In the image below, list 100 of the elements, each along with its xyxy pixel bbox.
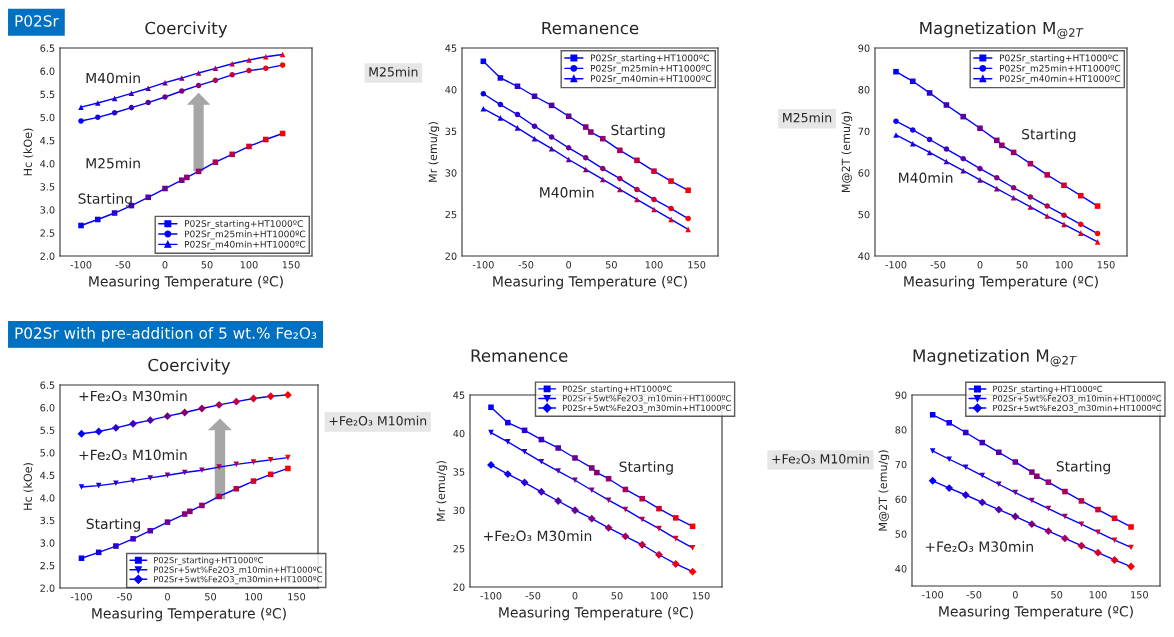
point xyxy=(184,174,190,181)
point xyxy=(999,142,1005,149)
y-tick-label: 50 xyxy=(858,210,870,219)
x-tick-label: 50 xyxy=(201,261,213,269)
x-tick-label: 150 xyxy=(692,592,710,600)
legend-label: P02Sr+5wt%Fe2O3_m30min+HT1000ºC xyxy=(154,575,323,585)
y-axis-title: Hc (kOe) xyxy=(23,463,34,510)
legend-label: P02Sr_starting+HT1000ºC xyxy=(993,385,1103,394)
y-tick-label: 45 xyxy=(453,391,465,399)
y-tick-label: 25 xyxy=(453,545,465,553)
legend-label: P02Sr_m40min+HT1000ºC xyxy=(590,75,712,84)
y-tick-label: 6.0 xyxy=(40,404,55,412)
annotation: Starting xyxy=(1022,128,1076,143)
legend-label: P02Sr+5wt%Fe2O3_m10min+HT1000ºC xyxy=(154,566,323,575)
x-tick-label: 50 xyxy=(1051,591,1063,599)
x-tick-label: 100 xyxy=(245,593,263,601)
annotation: M25min xyxy=(86,157,140,169)
x-tick-label: 100 xyxy=(240,261,258,269)
y-tick-label: 90 xyxy=(858,44,870,52)
x-axis-title: Measuring Temperature (ºC) xyxy=(939,605,1133,620)
y-tick-label: 35 xyxy=(453,468,465,476)
legend-label: P02Sr+5wt%Fe2O3_m10min+HT1000ºC xyxy=(993,395,1162,404)
y-tick-label: 60 xyxy=(895,495,907,504)
x-tick-label: 0 xyxy=(572,592,578,600)
y-tick-label: 5.5 xyxy=(40,426,55,434)
x-axis-title: Measuring Temperature (ºC) xyxy=(904,275,1098,290)
y-tick-label: 60 xyxy=(858,169,870,177)
y-tick-label: 30 xyxy=(453,506,465,515)
legend-label: P02Sr+5wt%Fe2O3_m10min+HT1000ºC xyxy=(562,395,731,404)
x-tick-label: 150 xyxy=(1131,591,1148,599)
x-tick-label: 0 xyxy=(162,261,168,269)
x-tick-label: 150 xyxy=(288,593,306,601)
y-tick-label: 4.5 xyxy=(40,137,55,145)
x-axis-title: Measuring Temperature (ºC) xyxy=(493,275,687,290)
y-axis-title: M@2T (emu/g) xyxy=(878,450,890,531)
x-tick-label: -100 xyxy=(885,261,907,269)
x-tick-label: -50 xyxy=(117,593,132,601)
text: P02Sr with pre-addition of 5 wt.% Fe₂O₃ xyxy=(15,327,317,342)
legend-label: P02Sr_starting+HT1000ºC xyxy=(590,54,709,64)
point xyxy=(588,129,594,135)
x-tick-label: -100 xyxy=(480,592,502,600)
x-tick-label: 50 xyxy=(605,261,617,269)
y-tick-label: 2.0 xyxy=(40,584,55,592)
y-tick-label: 6.5 xyxy=(40,381,55,389)
annotation: +Fe₂O₃ M30min xyxy=(925,541,1033,552)
y-tick-label: 70 xyxy=(858,127,870,136)
y-tick-label: 45 xyxy=(445,44,457,52)
legend-label: P02Sr_m40min+HT1000ºC xyxy=(184,240,306,250)
y-tick-label: 5.5 xyxy=(40,90,55,99)
x-axis-title: Measuring Temperature (ºC) xyxy=(89,275,283,290)
annotation: M40min xyxy=(86,72,140,84)
x-tick-label: 100 xyxy=(645,261,663,269)
y-tick-label: 40 xyxy=(453,429,465,438)
text: P02Sr xyxy=(15,15,59,27)
x-tick-label: 50 xyxy=(611,592,623,600)
annotation: +Fe₂O₃ M10min xyxy=(79,449,187,461)
x-tick-label: 150 xyxy=(688,261,706,269)
x-tick-label: -50 xyxy=(115,261,131,269)
text: M25min xyxy=(783,112,832,123)
x-tick-label: -100 xyxy=(70,593,92,601)
legend-label: P02Sr_starting+HT1000ºC xyxy=(999,54,1118,64)
chart-title: Remanence xyxy=(542,21,639,35)
annotation: M40min xyxy=(899,172,953,184)
y-tick-label: 20 xyxy=(445,252,457,260)
x-axis-title: Measuring Temperature (ºC) xyxy=(92,607,286,622)
y-tick-label: 5.0 xyxy=(40,113,55,122)
legend-label: P02Sr+5wt%Fe2O3_m30min+HT1000ºC xyxy=(562,404,731,413)
y-tick-label: 90 xyxy=(895,391,907,399)
annotation: M40min xyxy=(540,186,594,198)
annotation: Starting xyxy=(619,461,673,475)
y-tick-label: 3.5 xyxy=(40,183,55,191)
x-tick-label: 50 xyxy=(205,593,217,601)
x-axis-title: Measuring Temperature (ºC) xyxy=(499,606,693,621)
legend-label: P02Sr+5wt%Fe2O3_m30min+HT1000ºC xyxy=(993,404,1162,413)
x-tick-label: 150 xyxy=(282,261,300,269)
legend-label: P02Sr_m25min+HT1000ºC xyxy=(999,64,1121,74)
x-tick-label: 0 xyxy=(566,261,572,269)
annotation: +Fe₂O₃ M30min xyxy=(484,530,592,542)
y-tick-label: 20 xyxy=(453,583,465,591)
y-tick-label: 3.0 xyxy=(40,539,55,547)
y-axis-title: Hc (kOe) xyxy=(23,128,34,176)
legend-label: P02Sr_starting+HT1000ºC xyxy=(562,385,672,394)
y-tick-label: 2.0 xyxy=(40,252,55,260)
x-tick-label: -50 xyxy=(518,261,534,269)
x-tick-label: 0 xyxy=(977,261,983,269)
chart-title: Coercivity xyxy=(145,21,228,38)
y-tick-label: 40 xyxy=(895,565,907,573)
x-tick-label: 50 xyxy=(1016,261,1028,269)
legend-label: P02Sr_m40min+HT1000ºC xyxy=(999,75,1121,84)
y-tick-label: 2.5 xyxy=(40,229,55,237)
y-tick-label: 5.0 xyxy=(40,449,55,457)
legend-label: P02Sr_starting+HT1000ºC xyxy=(184,220,303,229)
annotation: Starting xyxy=(1056,460,1110,475)
legend-label: P02Sr_m25min+HT1000ºC xyxy=(184,230,306,240)
y-tick-label: 2.5 xyxy=(40,561,55,570)
y-tick-label: 4.0 xyxy=(40,494,55,502)
y-tick-label: 6.5 xyxy=(40,44,55,52)
x-tick-label: 0 xyxy=(1012,591,1018,599)
y-tick-label: 3.5 xyxy=(40,516,55,525)
x-tick-label: -100 xyxy=(472,261,494,269)
